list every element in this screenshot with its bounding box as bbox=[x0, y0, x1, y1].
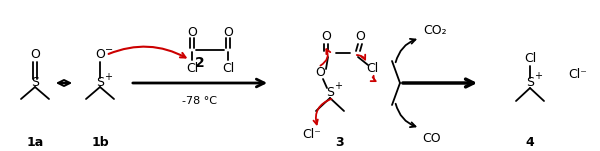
Text: Cl: Cl bbox=[222, 61, 234, 74]
Text: O: O bbox=[187, 26, 197, 39]
Text: 2: 2 bbox=[195, 56, 205, 70]
Text: CO: CO bbox=[422, 132, 442, 145]
Text: 1b: 1b bbox=[91, 135, 109, 148]
Text: S: S bbox=[326, 87, 334, 100]
Text: O: O bbox=[95, 48, 105, 61]
Text: S: S bbox=[31, 77, 39, 90]
Text: CO₂: CO₂ bbox=[423, 24, 447, 37]
Text: S: S bbox=[96, 77, 104, 90]
Text: +: + bbox=[534, 71, 542, 81]
Text: 4: 4 bbox=[526, 135, 535, 148]
Text: Cl: Cl bbox=[186, 61, 198, 74]
Text: O: O bbox=[30, 48, 40, 61]
Text: 3: 3 bbox=[335, 135, 344, 148]
Text: Cl⁻: Cl⁻ bbox=[569, 69, 587, 82]
Text: Cl: Cl bbox=[366, 63, 378, 76]
Text: O: O bbox=[355, 31, 365, 43]
Text: O: O bbox=[315, 66, 325, 79]
Text: S: S bbox=[526, 77, 534, 90]
Text: Cl: Cl bbox=[524, 53, 536, 66]
Text: +: + bbox=[334, 81, 342, 91]
Text: -78 °C: -78 °C bbox=[182, 96, 218, 106]
Text: −: − bbox=[105, 45, 113, 55]
Text: +: + bbox=[104, 72, 112, 82]
Text: Cl⁻: Cl⁻ bbox=[302, 129, 322, 141]
Text: 1a: 1a bbox=[26, 135, 44, 148]
Text: O: O bbox=[321, 31, 331, 43]
Text: O: O bbox=[223, 26, 233, 39]
